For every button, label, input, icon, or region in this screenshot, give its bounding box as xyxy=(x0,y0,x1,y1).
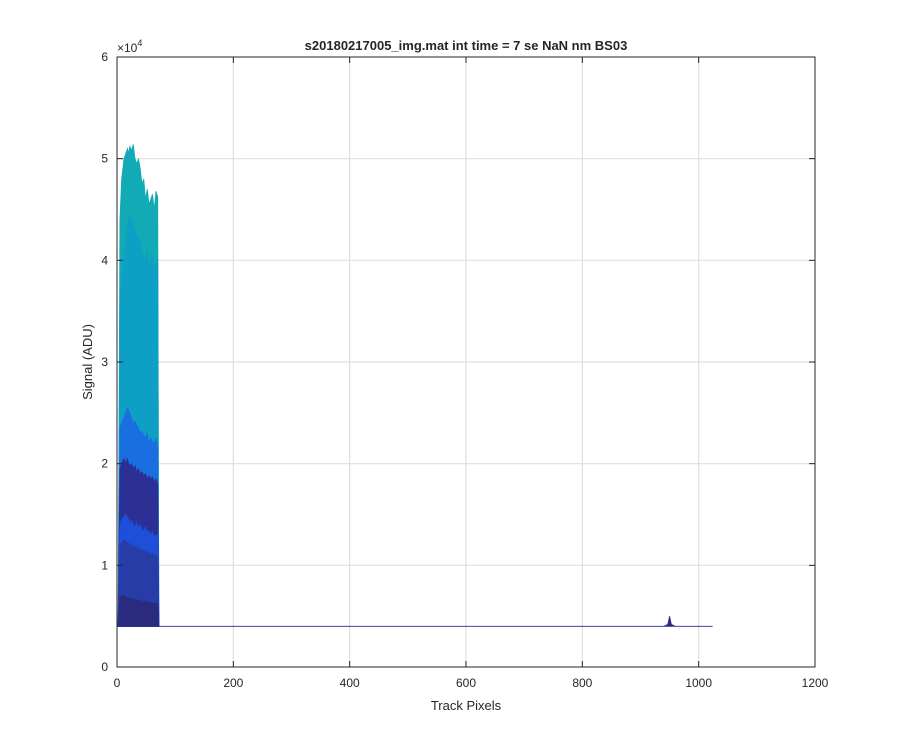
x-tick-label: 0 xyxy=(114,676,121,690)
y-tick-label: 1 xyxy=(101,558,108,572)
y-tick-label: 5 xyxy=(101,152,108,166)
data-series xyxy=(117,144,713,627)
exponent-base: ×10 xyxy=(117,41,138,55)
chart-title: s20180217005_img.mat int time = 7 se NaN… xyxy=(305,38,628,53)
y-axis-label: Signal (ADU) xyxy=(80,324,95,400)
y-tick-label: 3 xyxy=(101,355,108,369)
series-area-8 xyxy=(158,616,713,627)
x-axis-label: Track Pixels xyxy=(431,698,502,713)
grid xyxy=(117,57,815,667)
x-tick-label: 1200 xyxy=(802,676,829,690)
x-tick-label: 800 xyxy=(572,676,592,690)
exponent-power: 4 xyxy=(137,38,142,48)
y-tick-label: 2 xyxy=(101,457,108,471)
y-exponent-label: ×104 xyxy=(117,38,142,55)
y-tick-label: 0 xyxy=(101,660,108,674)
ticks: 0 200 400 600 800 1000 1200 0 1 2 3 4 5 6 xyxy=(101,50,828,690)
y-tick-label: 6 xyxy=(101,50,108,64)
x-tick-label: 200 xyxy=(223,676,243,690)
y-tick-label: 4 xyxy=(101,253,108,267)
x-tick-label: 600 xyxy=(456,676,476,690)
x-tick-label: 1000 xyxy=(685,676,712,690)
series-area-7 xyxy=(117,595,160,627)
x-tick-label: 400 xyxy=(340,676,360,690)
